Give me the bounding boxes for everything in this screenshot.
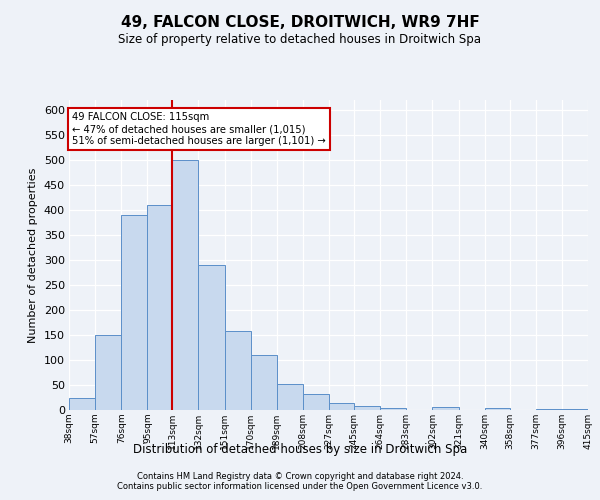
- Bar: [121, 215, 148, 410]
- Bar: [380, 408, 406, 410]
- Bar: [485, 408, 509, 410]
- Text: Contains public sector information licensed under the Open Government Licence v3: Contains public sector information licen…: [118, 482, 482, 491]
- Bar: [303, 394, 329, 410]
- Text: Size of property relative to detached houses in Droitwich Spa: Size of property relative to detached ho…: [119, 32, 482, 46]
- Bar: [536, 408, 562, 410]
- Bar: [251, 355, 277, 410]
- Bar: [172, 160, 199, 410]
- Y-axis label: Number of detached properties: Number of detached properties: [28, 168, 38, 342]
- Bar: [148, 205, 172, 410]
- Text: Distribution of detached houses by size in Droitwich Spa: Distribution of detached houses by size …: [133, 442, 467, 456]
- Bar: [433, 406, 458, 410]
- Bar: [199, 265, 224, 410]
- Bar: [95, 335, 121, 410]
- Bar: [277, 384, 303, 410]
- Bar: [354, 406, 380, 410]
- Text: 49 FALCON CLOSE: 115sqm
← 47% of detached houses are smaller (1,015)
51% of semi: 49 FALCON CLOSE: 115sqm ← 47% of detache…: [72, 112, 326, 146]
- Bar: [329, 402, 354, 410]
- Bar: [224, 331, 251, 410]
- Text: Contains HM Land Registry data © Crown copyright and database right 2024.: Contains HM Land Registry data © Crown c…: [137, 472, 463, 481]
- Bar: [69, 398, 95, 410]
- Bar: [562, 409, 588, 410]
- Text: 49, FALCON CLOSE, DROITWICH, WR9 7HF: 49, FALCON CLOSE, DROITWICH, WR9 7HF: [121, 15, 479, 30]
